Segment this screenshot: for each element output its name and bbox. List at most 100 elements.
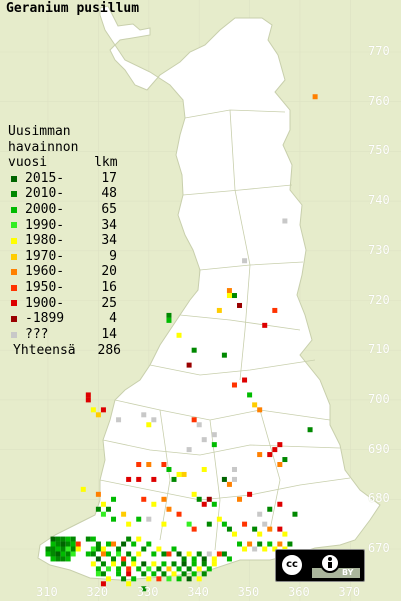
- observation-square: [161, 521, 167, 527]
- observation-square: [111, 496, 117, 502]
- easting-label: 370: [338, 585, 361, 599]
- northing-label: 730: [368, 242, 390, 257]
- cc-logo-icon: cc: [280, 553, 304, 577]
- observation-square: [100, 571, 106, 577]
- observation-square: [171, 571, 177, 577]
- legend-swatch: [11, 191, 17, 198]
- observation-square: [121, 561, 127, 567]
- observation-square: [136, 462, 142, 468]
- legend-count: 9: [109, 248, 117, 264]
- observation-square: [161, 561, 167, 567]
- observation-square: [126, 536, 132, 542]
- observation-square: [85, 392, 91, 398]
- observation-square: [121, 511, 127, 517]
- observation-square: [136, 566, 142, 572]
- observation-square: [141, 561, 147, 567]
- observation-square: [90, 536, 96, 542]
- legend-item: 1900- 25: [8, 296, 121, 312]
- observation-square: [221, 352, 227, 358]
- observation-square: [151, 561, 157, 567]
- observation-square: [65, 551, 71, 557]
- observation-square: [221, 521, 227, 527]
- observation-square: [247, 392, 253, 398]
- observation-square: [201, 571, 207, 577]
- observation-square: [50, 541, 56, 547]
- observation-square: [181, 556, 187, 562]
- observation-square: [201, 437, 207, 443]
- observation-square: [262, 546, 268, 552]
- observation-square: [105, 566, 111, 572]
- legend-item: ??? 14: [8, 327, 121, 343]
- legend-label: 2000-: [25, 201, 65, 217]
- observation-square: [206, 566, 212, 572]
- observation-square: [171, 476, 177, 482]
- northing-label: 700: [368, 391, 390, 406]
- northing-label: 670: [368, 541, 390, 555]
- legend-label: 2015-: [25, 170, 65, 186]
- license-by-label: BY: [342, 568, 354, 577]
- easting-label: 330: [136, 585, 159, 599]
- observation-square: [252, 402, 258, 408]
- observation-square: [176, 471, 182, 477]
- observation-square: [186, 551, 192, 557]
- observation-square: [257, 531, 263, 537]
- observation-square: [85, 551, 91, 557]
- observation-square: [151, 417, 157, 423]
- observation-square: [211, 556, 217, 562]
- observation-square: [70, 551, 76, 557]
- observation-square: [90, 407, 96, 413]
- easting-label: 310: [36, 585, 58, 599]
- observation-square: [50, 546, 56, 552]
- observation-square: [95, 506, 101, 512]
- observation-square: [186, 576, 192, 582]
- observation-square: [156, 566, 162, 572]
- observation-square: [100, 551, 106, 557]
- observation-square: [247, 491, 253, 497]
- legend-label: 1950-: [25, 279, 65, 295]
- observation-square: [121, 576, 127, 582]
- observation-square: [100, 546, 106, 552]
- observation-square: [111, 541, 117, 547]
- legend-label: 2010-: [25, 186, 65, 202]
- observation-square: [282, 457, 288, 463]
- observation-square: [65, 556, 71, 562]
- observation-square: [121, 541, 127, 547]
- map-title: Geranium pusillum: [6, 1, 140, 16]
- observation-square: [166, 312, 172, 318]
- legend-count: 48: [101, 186, 117, 202]
- legend-label: 1970-: [25, 248, 65, 264]
- observation-square: [196, 576, 202, 582]
- legend-swatch: [11, 253, 17, 260]
- observation-square: [126, 521, 132, 527]
- observation-square: [136, 516, 142, 522]
- observation-square: [191, 491, 197, 497]
- observation-square: [146, 516, 152, 522]
- observation-square: [221, 551, 227, 557]
- observation-square: [116, 546, 122, 552]
- observation-square: [156, 546, 162, 552]
- legend-item: 1970- 9: [8, 249, 121, 265]
- observation-square: [231, 382, 237, 388]
- finland-outline: [37, 5, 381, 581]
- observation-square: [60, 546, 66, 552]
- observation-square: [161, 551, 167, 557]
- observation-square: [267, 452, 273, 458]
- observation-square: [166, 466, 172, 472]
- observation-square: [95, 412, 101, 418]
- observation-square: [100, 407, 106, 413]
- creative-commons-by-icon[interactable]: cc BY: [275, 549, 365, 582]
- observation-square: [211, 442, 217, 448]
- observation-square: [55, 546, 61, 552]
- observation-square: [136, 536, 142, 542]
- legend-heading-line: havainnon: [8, 139, 79, 155]
- observation-square: [105, 541, 111, 547]
- observation-square: [116, 571, 122, 577]
- observation-square: [95, 571, 101, 577]
- observation-square: [191, 526, 197, 532]
- observation-square: [45, 551, 51, 557]
- observation-square: [272, 447, 278, 453]
- legend-swatch: [11, 269, 17, 276]
- observation-square: [136, 551, 142, 557]
- observation-square: [262, 521, 268, 527]
